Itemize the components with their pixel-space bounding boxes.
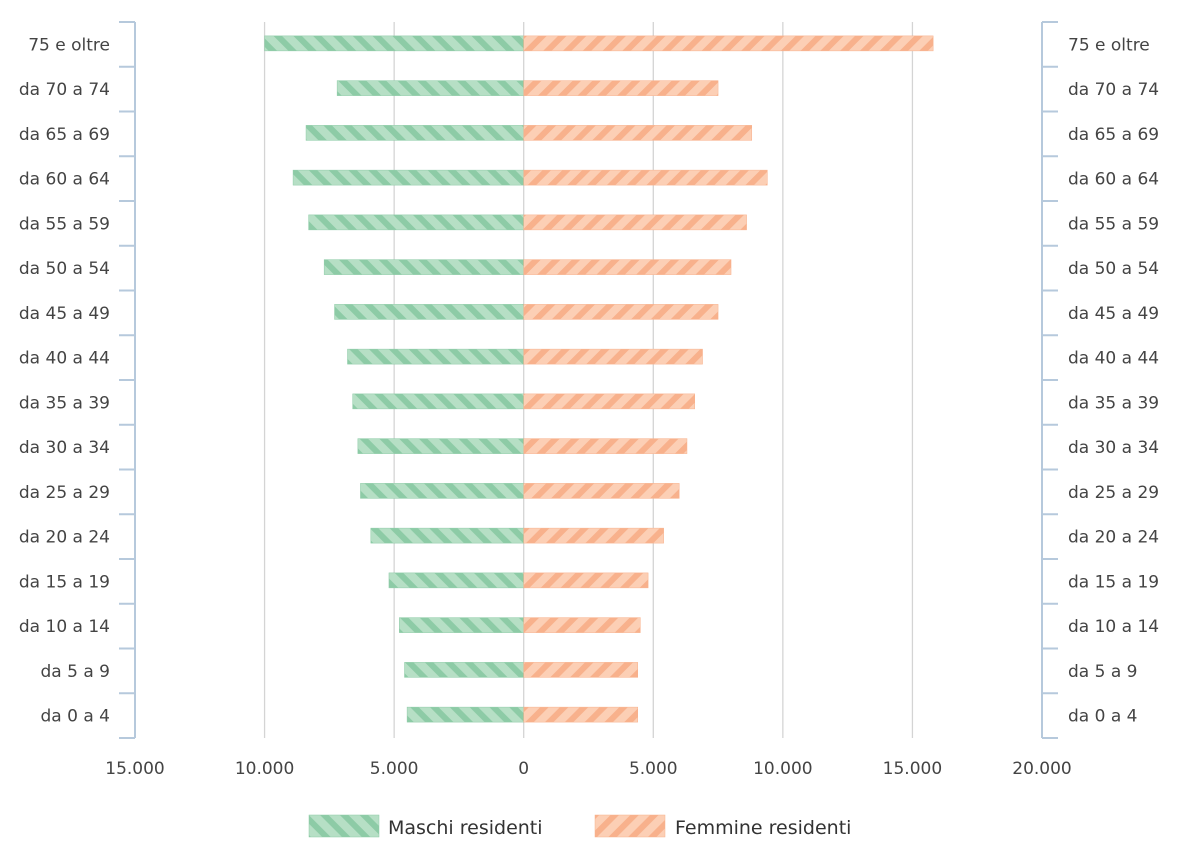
- category-label-right: 75 e oltre: [1068, 35, 1150, 55]
- category-label-right: da 25 a 29: [1068, 483, 1159, 503]
- category-label-left: da 60 a 64: [19, 170, 110, 190]
- legend: Maschi residenti Femmine residenti: [308, 814, 851, 839]
- category-label-right: da 55 a 59: [1068, 214, 1159, 234]
- category-label-left: da 55 a 59: [19, 214, 110, 234]
- bar-maschi: [308, 214, 524, 231]
- category-label-right: da 65 a 69: [1068, 125, 1159, 145]
- bar-femmine: [523, 214, 747, 231]
- bar-femmine: [523, 348, 703, 365]
- category-label-right: da 60 a 64: [1068, 170, 1159, 190]
- category-label-right: da 30 a 34: [1068, 438, 1159, 458]
- category-label-left: da 0 a 4: [41, 707, 110, 727]
- bar-maschi: [360, 483, 524, 499]
- x-tick-labels: 15.000 10.000 5.000 0 5.000 10.000 15.000 20.00…: [105, 759, 1071, 779]
- bar-maschi: [264, 35, 524, 52]
- x-tick-label: 10.000: [753, 759, 812, 779]
- category-label-left: da 25 a 29: [19, 483, 110, 503]
- category-label-right: da 50 a 54: [1068, 259, 1159, 279]
- category-label-right: da 5 a 9: [1068, 662, 1137, 682]
- bar-maschi: [357, 438, 524, 454]
- category-label-left: da 35 a 39: [19, 393, 110, 413]
- x-tick-label: 5.000: [370, 759, 419, 779]
- category-label-left: da 20 a 24: [19, 528, 110, 548]
- x-tick-label: 15.000: [105, 759, 164, 779]
- category-label-left: da 30 a 34: [19, 438, 110, 458]
- category-label-left: da 70 a 74: [19, 80, 110, 100]
- x-tick-label: 10.000: [235, 759, 294, 779]
- bar-femmine: [523, 572, 649, 589]
- legend-item-femmine[interactable]: Femmine residenti: [594, 814, 851, 839]
- category-label-right: da 15 a 19: [1068, 572, 1159, 592]
- bar-maschi: [406, 706, 524, 723]
- category-label-left: 75 e oltre: [28, 35, 110, 55]
- bar-maschi: [305, 125, 524, 141]
- legend-item-maschi[interactable]: Maschi residenti: [308, 814, 543, 839]
- bar-maschi: [404, 662, 524, 678]
- bar-maschi: [352, 393, 524, 410]
- x-tick-label: 5.000: [629, 759, 678, 779]
- category-label-right: da 0 a 4: [1068, 707, 1137, 727]
- category-label-right: da 20 a 24: [1068, 528, 1159, 548]
- bar-femmine: [523, 304, 719, 320]
- category-label-right: da 10 a 14: [1068, 617, 1159, 637]
- bar-femmine: [523, 527, 664, 544]
- category-label-right: da 70 a 74: [1068, 80, 1159, 100]
- grid-lines: [134, 22, 1043, 738]
- bar-femmine: [523, 617, 641, 633]
- bar-femmine: [523, 80, 719, 96]
- bar-femmine: [523, 393, 695, 410]
- x-tick-label: 0: [518, 759, 529, 779]
- x-tick-label: 15.000: [883, 759, 942, 779]
- bar-maschi: [336, 80, 524, 96]
- bar-femmine: [523, 662, 638, 678]
- bar-maschi: [388, 572, 524, 589]
- bar-femmine: [523, 169, 768, 186]
- bar-femmine: [523, 706, 638, 723]
- bar-maschi: [323, 259, 524, 275]
- category-label-right: da 45 a 49: [1068, 304, 1159, 324]
- bar-femmine: [523, 125, 753, 141]
- legend-swatch: [308, 814, 380, 838]
- bar-maschi: [292, 169, 524, 186]
- bar-maschi: [399, 617, 524, 633]
- category-label-right: da 35 a 39: [1068, 393, 1159, 413]
- category-label-left: da 10 a 14: [19, 617, 110, 637]
- legend-label: Femmine residenti: [675, 817, 851, 839]
- bar-maschi: [347, 348, 524, 365]
- bar-maschi: [370, 527, 524, 544]
- bars: [264, 35, 934, 723]
- legend-label: Maschi residenti: [388, 817, 543, 839]
- category-label-left: da 45 a 49: [19, 304, 110, 324]
- legend-swatch: [594, 814, 666, 838]
- bar-femmine: [523, 483, 680, 499]
- category-label-left: da 5 a 9: [41, 662, 110, 682]
- axes: [119, 21, 1058, 739]
- category-label-left: da 50 a 54: [19, 259, 110, 279]
- category-label-left: da 15 a 19: [19, 572, 110, 592]
- bar-maschi: [334, 304, 524, 320]
- bar-femmine: [523, 438, 688, 454]
- category-label-right: da 40 a 44: [1068, 349, 1159, 369]
- category-label-left: da 40 a 44: [19, 349, 110, 369]
- category-label-left: da 65 a 69: [19, 125, 110, 145]
- x-tick-label: 20.000: [1012, 759, 1071, 779]
- category-labels: 75 e oltre 75 e oltre da 70 a 74 da 70 a 74…: [19, 35, 1159, 726]
- bar-femmine: [523, 35, 934, 52]
- bar-femmine: [523, 259, 732, 275]
